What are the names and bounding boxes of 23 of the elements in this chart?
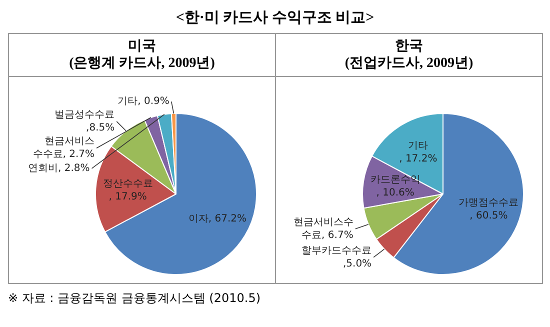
slice-label: 연회비, 2.8% [28,163,90,174]
chart-subtitle: (은행계 카드사, 2009년) [68,55,216,72]
slice-label: 벌금성수수료 [54,110,115,121]
chart-subtitle: (전업카드사, 2009년) [344,55,474,72]
slice-label: 할부카드수수료 [302,245,372,256]
slice-label: 기타, 0.9% [118,96,170,108]
slice-label: 정산수수료 [102,178,153,190]
slice-label: 카드론수익 [370,174,420,186]
slice-label: 가맹점수수료 [458,198,519,209]
text: ※ 자료 : 금융감독원 금융통계시스템 (2010.5) [8,290,262,307]
chart-title: 미국 [127,38,157,55]
slice-label: 현금서비스수수료, 6.7% [293,216,354,241]
data-label: ,5.0% [342,258,372,270]
data-label: , 10.6% [376,188,414,199]
chart-title: 한국 [394,38,424,55]
text: <한·미 카드사 수익구조 비교> [174,9,376,27]
slice-label: 기타 [408,140,428,152]
slice-label: 이자, 67.2% [188,213,246,224]
data-label: , 17.9% [108,192,147,203]
data-label: , 17.2% [399,154,438,165]
data-label: , 60.5% [470,210,508,222]
data-label: ,8.5% [86,122,115,134]
slice-label: 현금서비스 수수료, 2.7% [32,136,95,160]
